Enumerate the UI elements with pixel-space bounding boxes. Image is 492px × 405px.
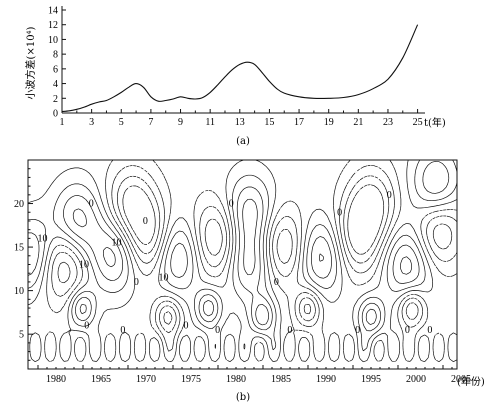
contour-labels: 0 0 0 0 0 0 0 0 0 0 0 0 0 0 0 10 10 10 10 xyxy=(37,190,432,336)
zero-contour-label: 0 xyxy=(287,325,292,336)
contour-frame xyxy=(27,159,458,370)
variance-series-line xyxy=(61,24,419,113)
contour-y-ticks: 5 10 15 20 xyxy=(14,168,33,370)
positive-contour-line xyxy=(72,198,413,326)
variance-x-tick-label: 15 xyxy=(264,117,274,128)
variance-x-tick-label: 17 xyxy=(294,117,304,128)
contour-level-label: 10 xyxy=(79,260,89,271)
zero-contour-label: 0 xyxy=(274,277,279,288)
contour-x-label: (年份) xyxy=(457,375,485,388)
contour-y-tick-label: 20 xyxy=(14,199,24,210)
contour-x-tick-label: 1975 xyxy=(181,374,201,385)
contour-x-tick-label: 1980 xyxy=(46,374,66,385)
contour-x-tick-label: 1980 xyxy=(226,374,246,385)
zero-contour-label: 0 xyxy=(184,320,189,331)
zero-contour-label: 0 xyxy=(229,199,234,210)
zero-contour-label: 0 xyxy=(143,216,148,227)
variance-panel-label: (a) xyxy=(236,136,250,147)
contour-x-tick-label: 1985 xyxy=(271,374,291,385)
variance-y-tick-label: 2 xyxy=(53,94,58,105)
variance-x-tick-label: 19 xyxy=(324,117,334,128)
negative-contour-line xyxy=(57,175,453,334)
contour-level-label: 10 xyxy=(37,233,47,244)
negative-contour-line xyxy=(44,160,457,363)
contour-x-tick-label: 2000 xyxy=(406,374,426,385)
variance-y-label: 小波方差(×10⁴) xyxy=(24,26,37,99)
variance-y-ticks: 0 2 4 6 8 10 12 14 xyxy=(48,6,66,120)
negative-contour-line xyxy=(122,184,385,325)
contour-y-tick-label: 10 xyxy=(14,286,24,297)
positive-contour-line xyxy=(28,160,457,363)
variance-x-tick-label: 7 xyxy=(148,117,153,128)
variance-y-tick-label: 0 xyxy=(53,109,58,120)
contour-level-label: 10 xyxy=(112,238,122,249)
variance-x-tick-label: 3 xyxy=(89,117,94,128)
zero-contour-label: 0 xyxy=(337,207,342,218)
zero-contour-label: 0 xyxy=(84,320,89,331)
variance-x-tick-label: 11 xyxy=(205,117,215,128)
zero-contour-label: 0 xyxy=(355,325,360,336)
contour-x-tick-label: 1990 xyxy=(316,374,336,385)
contour-y-tick-label: 15 xyxy=(14,243,24,254)
contour-level-label: 10 xyxy=(158,273,168,284)
variance-x-tick-label: 9 xyxy=(178,117,183,128)
variance-y-tick-label: 6 xyxy=(53,64,58,75)
variance-y-tick-label: 12 xyxy=(48,20,58,31)
contour-x-tick-label: 1970 xyxy=(136,374,156,385)
zero-contour-label: 0 xyxy=(89,199,94,210)
contour-y-tick-label: 5 xyxy=(19,330,24,341)
variance-y-tick-label: 10 xyxy=(48,35,58,46)
zero-contour-label: 0 xyxy=(387,190,392,201)
variance-x-tick-label: 13 xyxy=(235,117,245,128)
variance-x-tick-label: 23 xyxy=(383,117,393,128)
variance-x-tick-label: 21 xyxy=(353,117,363,128)
contour-x-tick-label: 1965 xyxy=(91,374,111,385)
positive-contour-line xyxy=(28,160,450,332)
negative-contour-line xyxy=(51,165,457,352)
variance-y-tick-label: 4 xyxy=(53,79,58,90)
contour-panel-label: (b) xyxy=(236,392,250,403)
variance-x-ticks: 1 3 5 7 9 11 13 15 17 19 21 23 25 xyxy=(60,109,423,128)
zero-contour-label: 0 xyxy=(427,325,432,336)
zero-contour-label: 0 xyxy=(134,277,139,288)
contour-x-ticks: 1980 1965 1970 1975 1980 1985 1990 1995 2000 2005 xyxy=(37,365,471,385)
positive-contour-line xyxy=(28,160,457,352)
variance-x-tick-label: 25 xyxy=(413,117,423,128)
variance-x-label: t(年) xyxy=(424,116,446,129)
zero-contour-label: 0 xyxy=(215,325,220,336)
variance-y-tick-label: 8 xyxy=(53,50,58,61)
variance-y-tick-label: 14 xyxy=(48,6,58,17)
zero-contour-label: 0 xyxy=(405,325,410,336)
contour-x-tick-label: 1995 xyxy=(361,374,381,385)
contour-field xyxy=(28,160,457,363)
variance-axes xyxy=(61,6,425,114)
variance-x-tick-label: 5 xyxy=(119,117,124,128)
contour-x-tick-label: 2005 xyxy=(451,374,471,385)
variance-x-tick-label: 1 xyxy=(60,117,65,128)
zero-contour-label: 0 xyxy=(120,325,125,336)
wavelet-contour-chart: 0 0 0 0 0 0 0 0 0 0 0 0 0 0 0 10 10 10 10 5 10 15 20 1980 1965… xyxy=(14,159,485,403)
